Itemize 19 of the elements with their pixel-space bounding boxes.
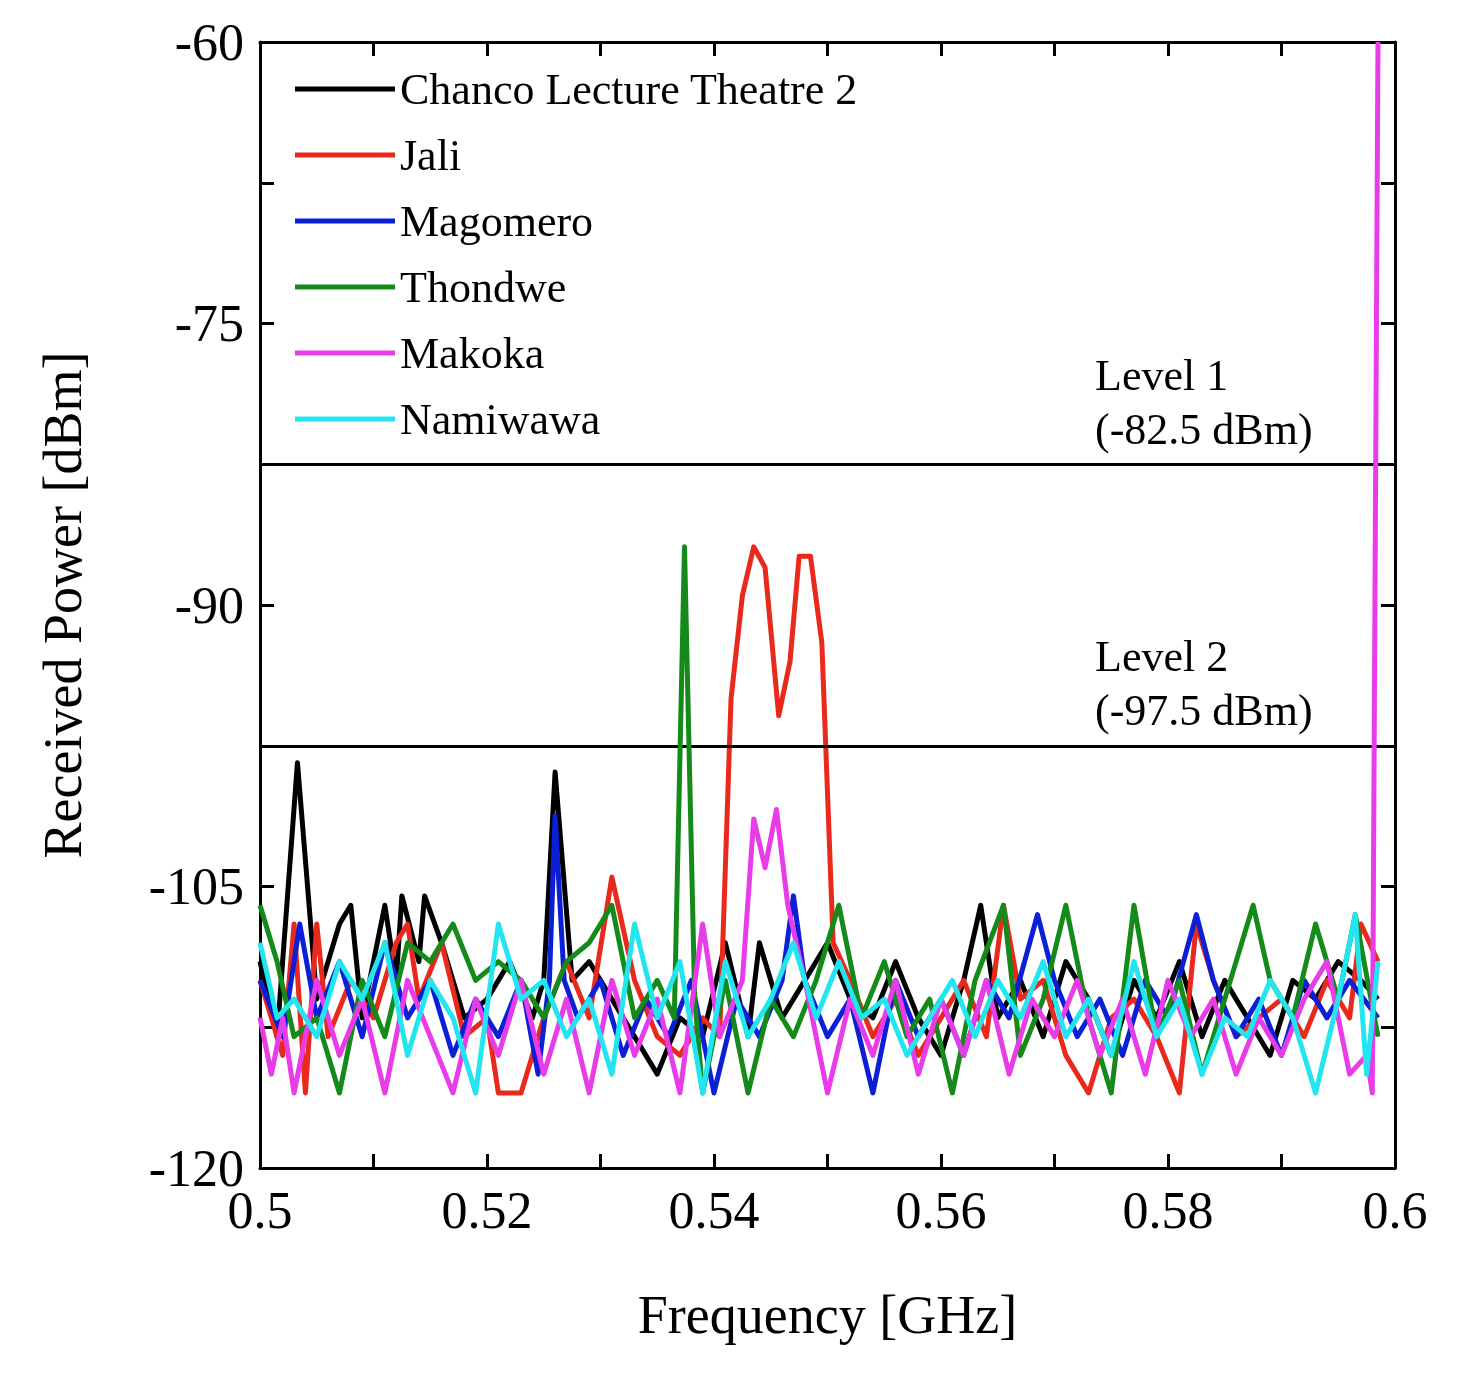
- ref-line-label: Level 1 (-82.5 dBm): [1095, 350, 1313, 454]
- y-tick-label: -75: [174, 295, 244, 352]
- legend-label: Namiwawa: [400, 394, 601, 444]
- y-axis-title: Received Power [dBm]: [33, 351, 93, 859]
- x-tick-label: 0.58: [1122, 1181, 1214, 1239]
- legend-label: Chanco Lecture Theatre 2: [400, 64, 858, 114]
- x-tick-label: 0.54: [668, 1181, 760, 1239]
- x-tick-label: 0.6: [1362, 1181, 1428, 1239]
- x-axis-title: Frequency [GHz]: [637, 1285, 1018, 1345]
- x-tick-label: 0.52: [441, 1181, 533, 1239]
- legend-label: Jali: [400, 130, 462, 180]
- legend-label: Makoka: [400, 328, 545, 378]
- legend-label: Thondwe: [400, 262, 567, 312]
- y-tick-label: -60: [174, 13, 244, 71]
- x-tick-label: 0.56: [895, 1181, 987, 1239]
- y-tick-label: -90: [174, 576, 244, 634]
- legend-label: Magomero: [400, 196, 594, 246]
- ref-line-label: Level 2 (-97.5 dBm): [1095, 632, 1313, 736]
- y-tick-label: -105: [148, 858, 244, 915]
